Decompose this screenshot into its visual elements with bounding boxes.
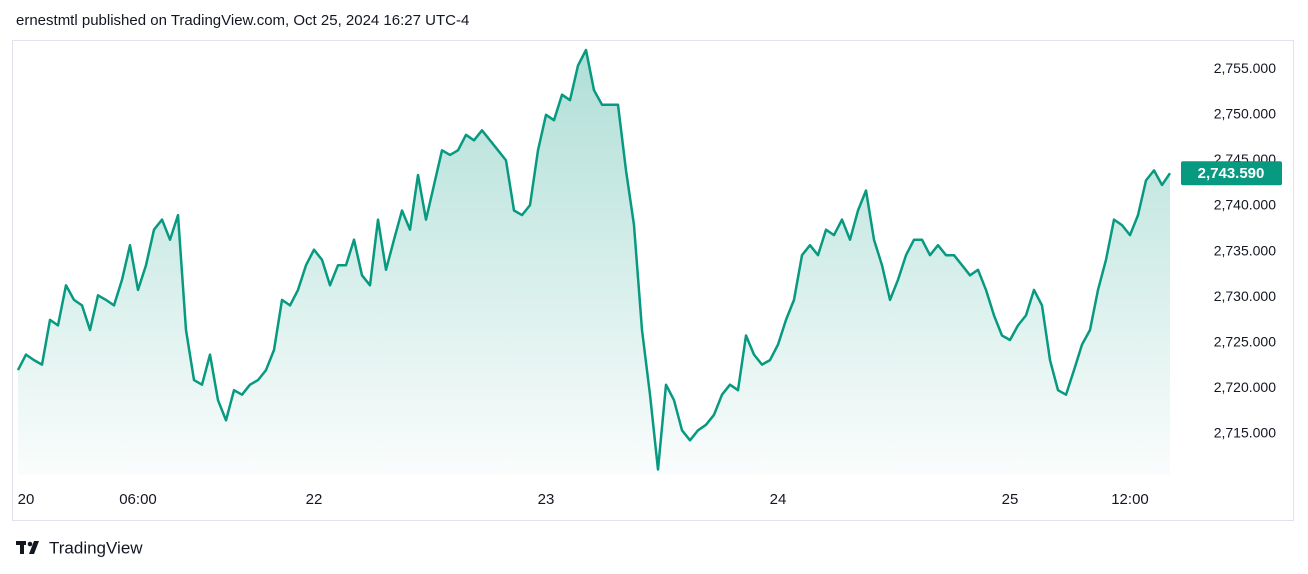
y-tick-label: 2,750.000 (1214, 105, 1276, 121)
x-tick-label: 20 (18, 491, 35, 508)
price-line (16, 48, 1172, 471)
x-tick-label: 23 (538, 491, 555, 508)
last-price-label: 2,743.590 (1198, 165, 1265, 182)
y-tick-label: 2,715.000 (1214, 425, 1276, 441)
chart-frame (12, 40, 1294, 521)
x-tick-label: 22 (306, 491, 323, 508)
y-tick-label: 2,725.000 (1214, 333, 1276, 349)
x-tick-label: 24 (770, 491, 787, 508)
y-tick-label: 2,720.000 (1214, 379, 1276, 395)
last-price-badge (1181, 161, 1282, 186)
y-tick-label: 2,755.000 (1214, 60, 1276, 76)
y-tick-label: 2,730.000 (1214, 288, 1276, 304)
footer-brand: TradingView (49, 538, 143, 557)
header: ernestmtl published on TradingView.com, … (16, 12, 469, 29)
x-tick-label: 06:00 (119, 491, 157, 508)
y-tick-label: 2,740.000 (1214, 197, 1276, 213)
area-fill (18, 50, 1170, 475)
y-tick-label: 2,735.000 (1214, 242, 1276, 258)
x-tick-label: 12:00 (1111, 491, 1149, 508)
x-tick-label: 25 (1002, 491, 1019, 508)
logo (16, 541, 39, 554)
